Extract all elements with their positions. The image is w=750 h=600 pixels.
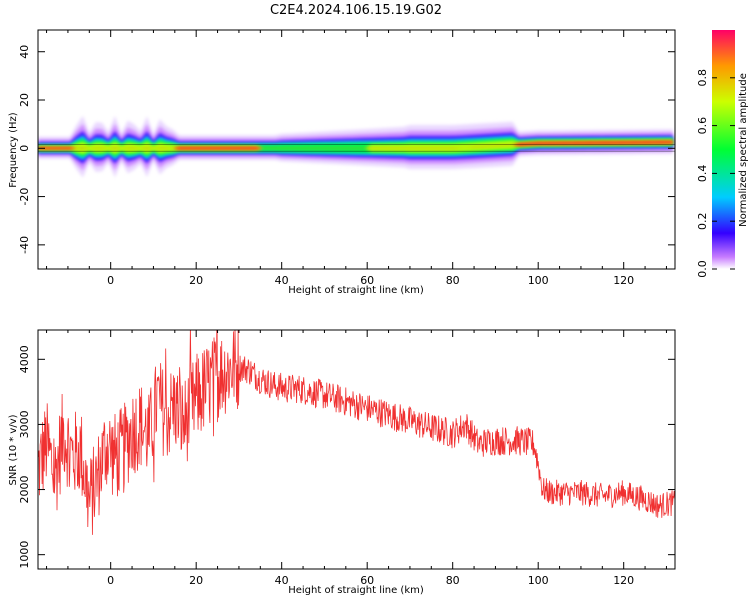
- colorbar-ticks: 0.0 0.2 0.4 0.6 0.8: [696, 69, 735, 278]
- spectrogram-ticks: 0 20 40 60 80 100 120 -40 -20 0 20 40: [18, 30, 675, 287]
- y-tick-label: 3000: [18, 410, 31, 438]
- snr-xlabel: Height of straight line (km): [288, 585, 424, 596]
- spectrogram-band: [38, 141, 673, 150]
- y-tick-label: 1000: [18, 541, 31, 569]
- y-tick-label: -20: [18, 188, 31, 206]
- spectrogram-ylabel: Frequency (Hz): [8, 112, 19, 188]
- x-tick-label: 80: [446, 574, 460, 587]
- x-tick-label: 20: [189, 274, 203, 287]
- y-tick-label: 4000: [18, 345, 31, 373]
- x-tick-label: 60: [360, 274, 374, 287]
- y-tick-label: 20: [18, 93, 31, 107]
- colorbar-label: Normalized spectral amplitude: [738, 73, 749, 227]
- spectrogram-xlabel: Height of straight line (km): [288, 285, 424, 296]
- x-tick-label: 60: [360, 574, 374, 587]
- y-tick-label: 0: [18, 145, 31, 152]
- x-tick-label: 0: [107, 274, 114, 287]
- snr-ylabel: SNR (10 * v/v): [8, 414, 19, 485]
- y-tick-label: 2000: [18, 476, 31, 504]
- x-tick-label: 120: [613, 274, 634, 287]
- colorbar-tick-label: 0.6: [696, 117, 709, 135]
- colorbar-tick-label: 0.2: [696, 212, 709, 230]
- spectrogram-heatmap: [38, 115, 675, 178]
- spectrogram-band: [38, 139, 673, 155]
- x-tick-label: 40: [275, 574, 289, 587]
- x-tick-label: 100: [528, 274, 549, 287]
- x-tick-label: 0: [107, 574, 114, 587]
- colorbar-tick-label: 0.8: [696, 69, 709, 87]
- y-tick-label: -40: [18, 236, 31, 254]
- x-tick-label: 20: [189, 574, 203, 587]
- snr-panel: 0 20 40 60 80 100 120 1000 2000 3000 4000 Height o…: [8, 329, 676, 596]
- spectrogram-panel: 0 20 40 60 80 100 120 -40 -20 0 20 40 Height of str…: [8, 29, 676, 296]
- snr-frame: [37, 329, 676, 570]
- x-tick-label: 40: [275, 274, 289, 287]
- colorbar-tick-label: 0.0: [696, 260, 709, 278]
- spectrogram-frame: [37, 29, 676, 270]
- x-tick-label: 80: [446, 274, 460, 287]
- snr-series-line: [38, 330, 675, 535]
- x-tick-label: 120: [613, 574, 634, 587]
- colorbar-gradient: [712, 30, 735, 269]
- snr-ticks: 0 20 40 60 80 100 120 1000 2000 3000 4000: [18, 330, 675, 587]
- colorbar: 0.0 0.2 0.4 0.6 0.8 Normalized spectral ampl…: [696, 30, 749, 278]
- colorbar-tick-label: 0.4: [696, 165, 709, 183]
- y-tick-label: 40: [18, 45, 31, 59]
- x-tick-label: 100: [528, 574, 549, 587]
- figure-title: C2E4.2024.106.15.19.G02: [270, 3, 442, 18]
